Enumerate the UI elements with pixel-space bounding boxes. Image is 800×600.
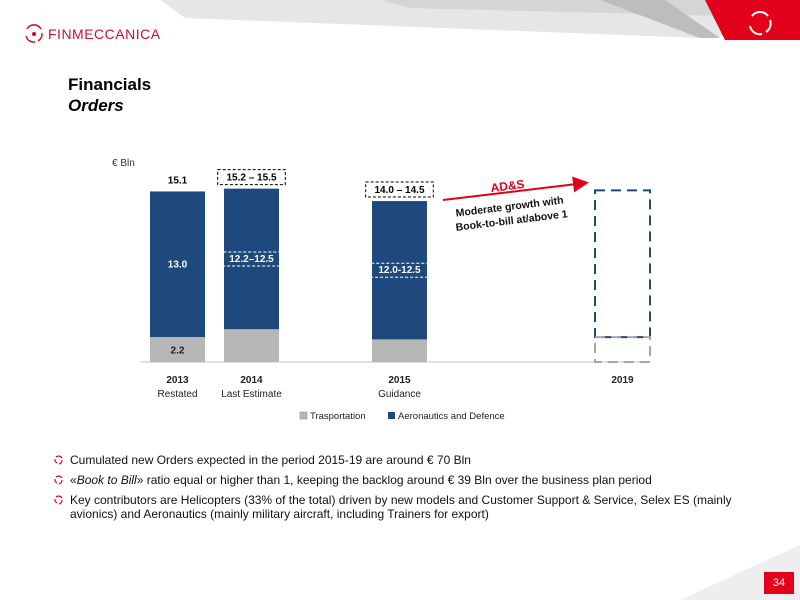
bullet-text: Key contributors are Helicopters (33% of… bbox=[70, 493, 732, 521]
bullet-item: Key contributors are Helicopters (33% of… bbox=[54, 493, 754, 521]
bullet-text-suffix: » ratio equal or higher than 1, keeping … bbox=[136, 473, 652, 487]
header-banner-line bbox=[600, 0, 720, 38]
legend-label-transportation: Trasportation bbox=[310, 411, 366, 422]
legend-swatch-aerospace-defence bbox=[388, 412, 395, 419]
bullet-list: Cumulated new Orders expected in the per… bbox=[54, 453, 754, 527]
bar-aerospace-defence-outlook bbox=[594, 189, 651, 339]
x-tick-label-year: 2019 bbox=[611, 375, 634, 386]
total-data-label: 15.2 – 15.5 bbox=[226, 173, 276, 184]
corner-starburst-icon bbox=[749, 11, 772, 36]
header-banner-mid bbox=[380, 0, 800, 18]
legend-label-aerospace-defence: Aeronautics and Defence bbox=[398, 411, 505, 422]
slide-subtitle: Orders bbox=[68, 96, 124, 115]
bullet-item: «Book to Bill» ratio equal or higher tha… bbox=[54, 473, 754, 487]
x-tick-label-year: 2013 bbox=[166, 375, 189, 386]
bullet-text-emphasis: Book to Bill bbox=[76, 473, 137, 487]
x-tick-label-year: 2014 bbox=[240, 375, 263, 386]
aerospace-data-label: 12.0-12.5 bbox=[378, 265, 421, 276]
bullet-marker-icon bbox=[54, 494, 64, 505]
logo-text: FINMECCANICA bbox=[48, 26, 161, 42]
bar-transportation-outlook bbox=[594, 336, 651, 364]
legend-swatch-transportation bbox=[299, 411, 308, 420]
total-data-label: 15.1 bbox=[168, 175, 188, 186]
annotation-title: AD&S bbox=[490, 177, 525, 195]
starburst-logo-icon bbox=[25, 24, 43, 43]
y-axis-unit-label: € Bln bbox=[112, 158, 135, 169]
aerospace-data-label: 13.0 bbox=[168, 259, 188, 270]
bar-transportation bbox=[224, 329, 279, 362]
x-tick-label-sub: Restated bbox=[157, 389, 197, 400]
x-tick-label-sub: Guidance bbox=[378, 389, 421, 400]
total-data-label: 14.0 – 14.5 bbox=[374, 185, 424, 196]
bullet-marker-icon bbox=[54, 474, 64, 485]
brand-logo: FINMECCANICA bbox=[24, 24, 161, 44]
bar-aerospace-defence bbox=[224, 188, 279, 330]
bullet-text: Cumulated new Orders expected in the per… bbox=[70, 453, 471, 467]
x-tick-label-year: 2015 bbox=[388, 375, 411, 386]
transport-data-label: 2.2 bbox=[171, 346, 185, 357]
page-number: 34 bbox=[764, 572, 794, 594]
bullet-item: Cumulated new Orders expected in the per… bbox=[54, 453, 754, 467]
bullet-text-prefix: « bbox=[70, 473, 77, 487]
bar-transportation bbox=[372, 339, 427, 362]
aerospace-data-label: 12.2–12.5 bbox=[229, 254, 274, 265]
bar-aerospace-defence bbox=[150, 191, 205, 338]
growth-arrow bbox=[442, 176, 589, 201]
x-tick-label-sub: Last Estimate bbox=[221, 389, 282, 400]
bullet-marker-icon bbox=[54, 454, 64, 465]
bar-aerospace-defence bbox=[372, 201, 427, 340]
bar-transportation bbox=[150, 337, 205, 362]
header-corner-red bbox=[705, 0, 800, 40]
slide-title: Financials bbox=[68, 75, 152, 94]
total-label-box bbox=[365, 181, 434, 198]
total-label-box bbox=[217, 169, 286, 186]
